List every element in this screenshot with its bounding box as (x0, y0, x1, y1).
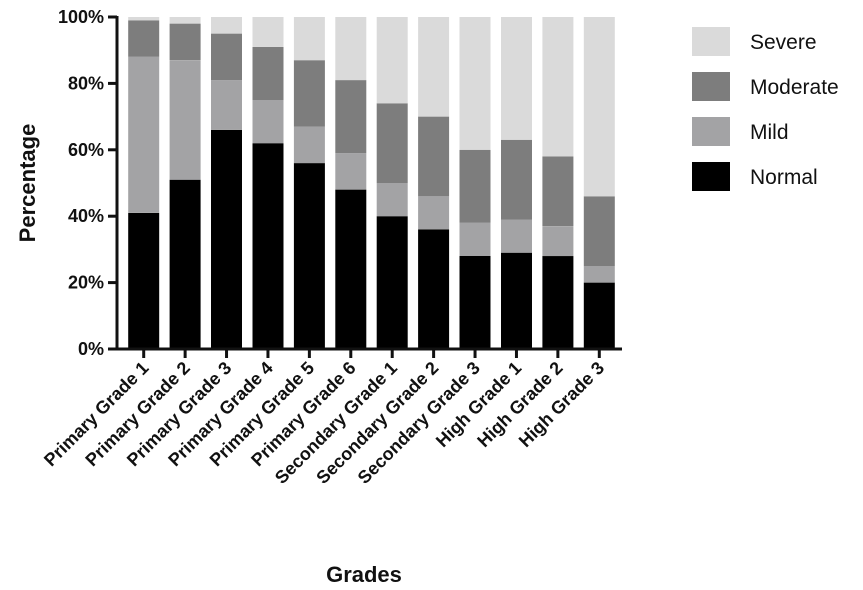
bar-segment-mild-2 (169, 60, 201, 180)
bar-segment-moderate-4 (252, 46, 284, 100)
bar-segment-moderate-8 (418, 116, 450, 197)
bar-segment-mild-3 (211, 80, 242, 130)
legend-label-moderate: Moderate (750, 76, 839, 99)
legend-swatch-severe (692, 27, 730, 56)
bar-segment-moderate-10 (501, 139, 532, 220)
bar-segment-normal-4 (252, 143, 284, 349)
bar-segment-moderate-2 (169, 23, 201, 61)
bar-segment-normal-10 (501, 252, 532, 349)
bar-segment-moderate-7 (376, 103, 408, 183)
bar-segment-severe-9 (459, 17, 491, 150)
bar-segment-severe-11 (542, 17, 574, 157)
bar-segment-normal-5 (293, 163, 325, 349)
bar-segment-severe-5 (293, 17, 325, 61)
bar-segment-severe-2 (169, 17, 201, 24)
bar-segment-normal-2 (169, 179, 201, 349)
x-axis-title: Grades (326, 562, 402, 587)
bar-segment-mild-7 (376, 183, 408, 217)
bar-segment-mild-10 (501, 219, 532, 253)
bar-segment-normal-12 (583, 282, 615, 349)
legend-swatch-mild (692, 117, 730, 146)
bar-segment-moderate-5 (293, 60, 325, 127)
y-tick-label: 0% (78, 339, 104, 359)
legend-label-normal: Normal (750, 166, 818, 189)
bar-segment-severe-1 (128, 17, 160, 21)
bar-segment-severe-6 (335, 17, 367, 81)
bar-segment-normal-1 (128, 212, 160, 349)
bar-segment-moderate-3 (211, 33, 242, 81)
bar-segment-mild-11 (542, 226, 574, 257)
y-tick-label: 40% (68, 206, 104, 226)
bar-segment-moderate-11 (542, 156, 574, 227)
bar-segment-normal-6 (335, 189, 367, 349)
bar-segment-normal-9 (459, 256, 491, 349)
y-axis-title: Percentage (15, 124, 40, 243)
legend-swatch-normal (692, 162, 730, 191)
y-tick-label: 80% (68, 73, 104, 93)
bar-segment-severe-3 (211, 17, 242, 34)
bar-segment-normal-7 (376, 216, 408, 349)
bar-segment-mild-12 (583, 266, 615, 283)
bar-segment-mild-4 (252, 100, 284, 144)
y-axis: 0% 20% 40% 60% 80% 100% (58, 7, 119, 359)
bar-segment-moderate-1 (128, 20, 160, 57)
bar-segment-severe-4 (252, 17, 284, 47)
legend-label-severe: Severe (750, 31, 817, 54)
bar-segment-severe-10 (501, 17, 532, 140)
bar-segment-normal-11 (542, 256, 574, 349)
bar-segment-moderate-9 (459, 149, 491, 223)
bar-segment-moderate-12 (583, 196, 615, 266)
legend-label-mild: Mild (750, 121, 789, 144)
bar-segment-normal-8 (418, 229, 450, 349)
y-tick-label: 20% (68, 273, 104, 293)
y-tick-label: 100% (58, 7, 104, 27)
bar-segment-mild-1 (128, 56, 160, 213)
bars-group (128, 17, 615, 349)
bar-segment-severe-12 (583, 17, 615, 197)
y-tick-label: 60% (68, 140, 104, 160)
bar-segment-normal-3 (211, 129, 242, 349)
bar-segment-mild-6 (335, 153, 367, 190)
bar-segment-severe-7 (376, 17, 408, 104)
legend-swatch-moderate (692, 72, 730, 101)
bar-segment-mild-9 (459, 222, 491, 256)
bar-segment-mild-5 (293, 126, 325, 164)
bar-segment-moderate-6 (335, 80, 367, 154)
bar-segment-severe-8 (418, 17, 450, 117)
legend: Severe Moderate Mild Normal (692, 27, 839, 191)
bar-segment-mild-8 (418, 196, 450, 230)
